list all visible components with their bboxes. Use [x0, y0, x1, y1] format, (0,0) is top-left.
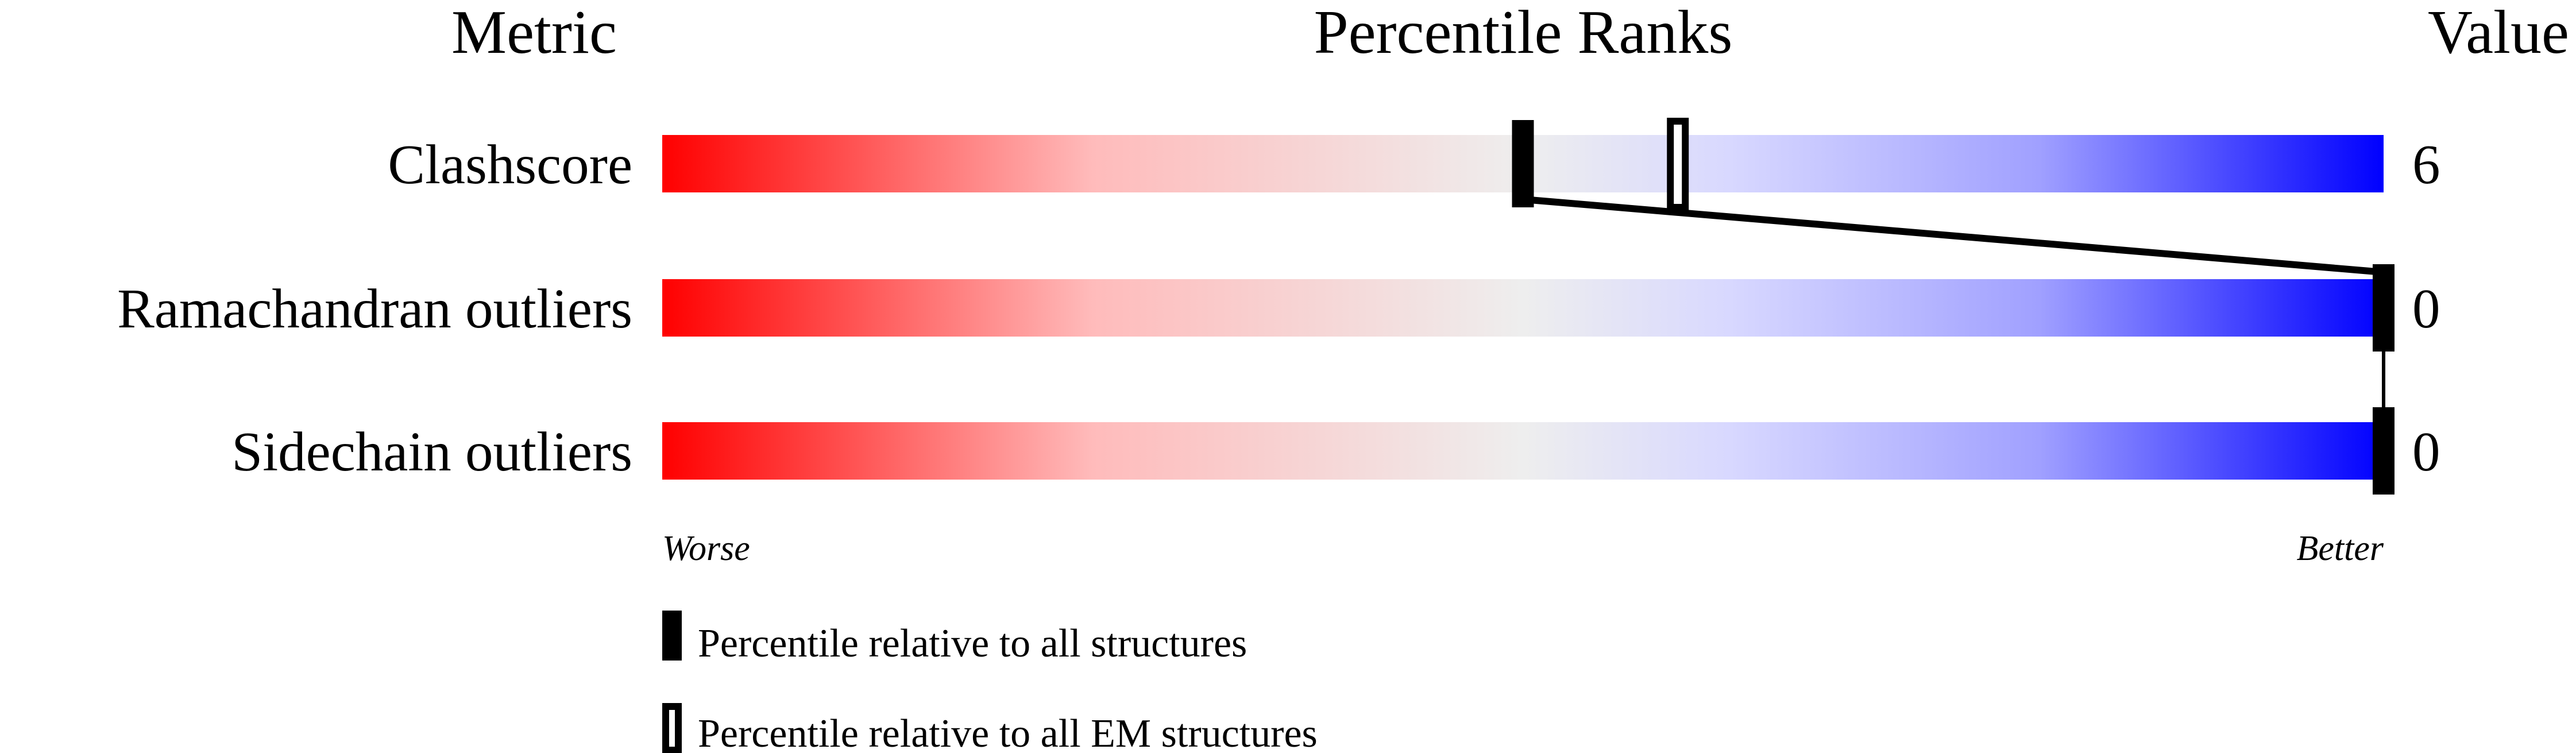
all-percentile-marker [2373, 407, 2395, 495]
percentile-connector-line [1522, 196, 2384, 276]
metric-label: Sidechain outliers [231, 421, 632, 482]
metric-value: 6 [2412, 134, 2440, 195]
metric-value: 0 [2412, 421, 2440, 482]
all-percentile-marker [2373, 264, 2395, 352]
header-value: Value [2428, 0, 2569, 67]
legend-em-structures: Percentile relative to all EM structures [698, 712, 1318, 753]
all-percentile-marker [1512, 120, 1534, 207]
em-percentile-marker [1667, 118, 1689, 211]
header-percentile-ranks: Percentile Ranks [1314, 0, 1733, 67]
header-metric: Metric [451, 0, 617, 67]
percentile-bar [662, 422, 2384, 480]
legend-all-structures: Percentile relative to all structures [698, 621, 1247, 666]
metric-value: 0 [2412, 278, 2440, 339]
legend-filled-marker-icon [662, 611, 682, 661]
better-label: Better [2297, 529, 2384, 568]
percentile-bar [662, 279, 2384, 337]
metric-label: Ramachandran outliers [117, 278, 632, 339]
metric-label: Clashscore [388, 134, 632, 195]
worse-label: Worse [662, 529, 750, 568]
legend-hollow-marker-icon [662, 703, 682, 753]
